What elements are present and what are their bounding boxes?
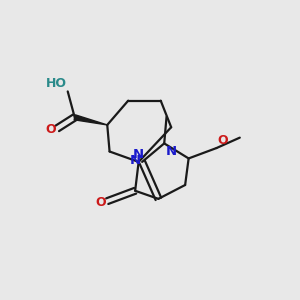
Text: N: N [130,154,141,167]
Text: O: O [46,123,56,136]
Text: N: N [133,148,144,161]
Text: N: N [165,145,176,158]
Text: HO: HO [46,76,67,90]
Text: O: O [95,196,106,209]
Text: O: O [218,134,228,147]
Polygon shape [74,115,107,125]
